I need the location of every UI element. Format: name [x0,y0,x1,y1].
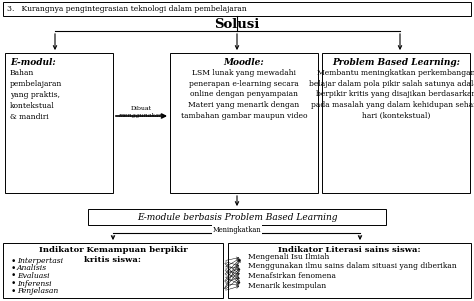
Text: E-modul:: E-modul: [10,58,56,67]
Text: Menafsirkan fenomena: Menafsirkan fenomena [248,272,336,280]
Text: •: • [11,264,17,273]
Text: Penjelasan: Penjelasan [17,287,58,295]
Text: Indikator Kemampuan berpikir
kritis siswa:: Indikator Kemampuan berpikir kritis sisw… [39,246,187,264]
Text: Solusi: Solusi [214,18,260,32]
Bar [170,53,318,193]
Text: •: • [11,287,17,296]
Text: Evaluasi: Evaluasi [17,272,50,280]
Text: Meningkatkan: Meningkatkan [213,226,261,234]
Text: Bahan
pembelajaran
yang praktis,
kontekstual
& mandiri: Bahan pembelajaran yang praktis, konteks… [10,69,63,121]
Text: Menarik kesimpulan: Menarik kesimpulan [248,281,326,290]
Text: Analisis: Analisis [17,265,47,272]
Text: Menggunakan ilmu sains dalam situasi yang diberikan: Menggunakan ilmu sains dalam situasi yan… [248,262,457,271]
Bar [228,243,471,298]
Text: Problem Based Learning:: Problem Based Learning: [332,58,460,67]
Text: Mengenali Isu Ilmiah: Mengenali Isu Ilmiah [248,253,329,261]
Text: Interpertasi: Interpertasi [17,257,63,265]
Text: E-module berbasis Problem Based Learning: E-module berbasis Problem Based Learning [137,213,337,222]
Text: •: • [11,256,17,265]
Text: Inferensi: Inferensi [17,280,52,287]
Text: •: • [11,279,17,288]
Text: •: • [11,272,17,281]
Text: menggunakan: menggunakan [118,113,164,117]
Bar [3,2,471,16]
Text: Membantu meningkatkan perkembangan
belajar dalam pola pikir salah satunya adalah: Membantu meningkatkan perkembangan belaj… [309,69,474,120]
Bar [322,53,470,193]
Bar [3,243,223,298]
Bar [88,209,386,225]
Text: Dibuat: Dibuat [130,107,152,111]
Text: Moodle:: Moodle: [224,58,264,67]
Text: Indikator Literasi sains siswa:: Indikator Literasi sains siswa: [278,246,421,254]
Text: LSM lunak yang mewadahi
penerapan e-learning secara
online dengan penyampaian
Ma: LSM lunak yang mewadahi penerapan e-lear… [181,69,307,120]
Bar [5,53,113,193]
Text: 3.   Kurangnya pengintegrasian teknologi dalam pembelajaran: 3. Kurangnya pengintegrasian teknologi d… [7,5,247,13]
